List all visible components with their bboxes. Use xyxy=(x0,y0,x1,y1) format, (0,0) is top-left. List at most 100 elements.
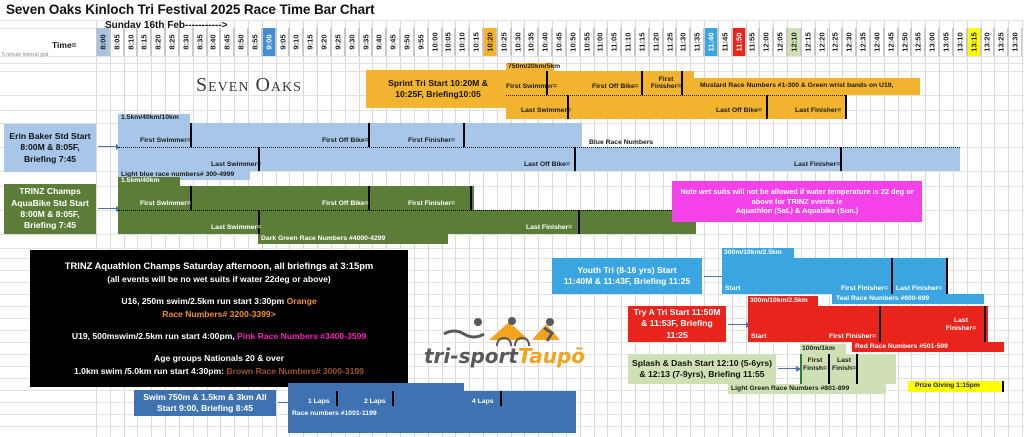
trinz-aquabike-distance-tag xyxy=(118,177,180,186)
time-tick-label: 13:10 xyxy=(955,32,965,52)
prize-giving-marker xyxy=(1002,381,1004,392)
sprint-tri-race-numbers-bar xyxy=(694,78,920,95)
erin-baker-connector xyxy=(98,143,121,150)
swim-race-numbers-text: Race numbers #1001-1199 xyxy=(292,410,377,417)
trinz-aquabike-divider xyxy=(118,210,696,211)
youth-tri-label-text: Youth Tri (8-16 yrs) Start 11:40M & 11:4… xyxy=(563,264,691,286)
sprint-tri-marker-first-swimmer xyxy=(546,71,548,95)
time-tick-11-20: 11:20 xyxy=(648,28,663,56)
date-subtitle: Sunday 16th Feb-----------> xyxy=(105,20,228,31)
time-tick-label: 13:05 xyxy=(941,32,951,52)
swim-marker-2-laps xyxy=(392,391,394,417)
sprint-tri-label-text: Sprint Tri Start 10:20M & 10:25F, Briefi… xyxy=(388,77,488,99)
try-a-tri-label: Try A Tri Start 11:50M & 11:53F, Briefin… xyxy=(628,306,726,342)
sprint-tri-first-finisher-text: First Finisher= xyxy=(650,76,682,91)
aquathlon-line6: Age groups Nationals 20 & over xyxy=(154,352,284,363)
swim-1-laps-text: 1 Laps xyxy=(308,398,330,405)
time-tick-9-35: 9:35 xyxy=(358,28,373,56)
time-tick-10-00: 10:00 xyxy=(427,28,442,56)
grid-interval-note: 5 minute interval grid xyxy=(2,52,49,58)
time-tick-11-05: 11:05 xyxy=(607,28,622,56)
aquathlon-pink-numbers: Pink Race Numbers #3400-3599 xyxy=(237,331,367,342)
sprint-tri-last-swimmer-text: Last Swimmer= xyxy=(521,107,572,114)
splash-dash-distance-tag xyxy=(800,344,846,354)
time-tick-label: 9:25 xyxy=(333,34,343,50)
time-tick-label: 8:05 xyxy=(112,34,122,50)
time-tick-12-40: 12:40 xyxy=(869,28,884,56)
time-tick-label: 12:45 xyxy=(886,32,896,52)
time-tick-9-00: 9:00 xyxy=(261,28,276,56)
wetsuit-note-line2: above for TRINZ events ie xyxy=(751,196,843,206)
youth-tri-distance-tag xyxy=(722,248,794,258)
grid-vline xyxy=(939,20,941,437)
swim-marker-4-laps xyxy=(500,391,502,417)
time-tick-9-50: 9:50 xyxy=(400,28,414,56)
erin-baker-marker-last-off-bike xyxy=(574,147,576,171)
sprint-tri-bar-lower xyxy=(506,95,845,119)
time-tick-label: 12:15 xyxy=(803,32,813,52)
trinz-aquabike-last-swimmer-text: Last Swimmer= xyxy=(211,224,262,231)
time-tick-10-25: 10:25 xyxy=(496,28,511,56)
erin-baker-distance-text: 1.5km/40km/10km xyxy=(121,114,179,121)
sprint-tri-divider xyxy=(506,95,845,96)
aquathlon-line2: (all events will be no wet suits if wate… xyxy=(107,274,331,285)
wetsuit-note-line3: Aquathlon (Sat.) & Aquabike (Sun.) xyxy=(735,206,859,216)
youth-tri-start-text: Start xyxy=(725,285,741,292)
aquathlon-line5: U19, 500mswim/2.5km run start 4:00pm, Pi… xyxy=(72,330,366,343)
time-tick-label: 8:20 xyxy=(153,34,163,50)
trinz-aquabike-label-text: TRINZ Champs AquaBike Std Start 8:00M & … xyxy=(11,186,89,231)
erin-baker-marker-first-swimmer xyxy=(190,123,192,147)
trinz-aquabike-first-off-bike-text: First Off Bike= xyxy=(322,200,369,207)
time-tick-label: 10:00 xyxy=(430,32,440,52)
sprint-tri-bar-upper xyxy=(506,71,694,95)
time-tick-13-25: 13:25 xyxy=(994,28,1009,56)
time-tick-13-20: 13:20 xyxy=(980,28,995,56)
sprint-tri-first-off-bike-text: First Off Bike= xyxy=(592,83,639,90)
sprint-tri-marker-last-swimmer xyxy=(567,95,569,119)
time-tick-12-10: 12:10 xyxy=(787,28,801,56)
time-tick-label: 12:50 xyxy=(900,32,910,52)
time-tick-label: 8:40 xyxy=(208,34,218,50)
splash-dash-marker-last-finish xyxy=(856,354,858,384)
aquathlon-line3: U16, 250m swim/2.5km run start 3:30pm Or… xyxy=(121,295,316,308)
time-tick-label: 11:35 xyxy=(692,32,702,52)
time-tick-12-45: 12:45 xyxy=(883,28,898,56)
splash-dash-last-finish-text: Last Finish= xyxy=(832,357,856,372)
sprint-tri-first-swimmer-text: First Swimmer= xyxy=(506,83,557,90)
try-a-tri-race-numbers-text: Red Race Numbers #501-599 xyxy=(855,343,948,350)
youth-tri-distance-text: 300m/10km/2.5km xyxy=(724,249,782,256)
time-tick-8-10: 8:10 xyxy=(123,28,138,56)
time-tick-10-35: 10:35 xyxy=(524,28,539,56)
try-a-tri-first-finisher-text: First Finisher= xyxy=(829,333,877,340)
time-tick-label: 11:00 xyxy=(595,32,605,52)
aquathlon-line4: Race Numbers# 3200-3399> xyxy=(162,309,276,320)
prize-giving-text: Prize Giving 1:15pm xyxy=(915,382,980,389)
time-tick-9-30: 9:30 xyxy=(344,28,359,56)
splash-dash-first-finish-text: First Finish= xyxy=(803,357,827,372)
splash-dash-label-text: Splash & Dash Start 12:10 (5-6yrs) & 12:… xyxy=(632,357,772,379)
erin-baker-bar-upper xyxy=(118,123,582,147)
time-tick-label: 13:25 xyxy=(996,32,1006,52)
youth-tri-race-numbers-text: Teal Race Numbers #600-699 xyxy=(836,295,930,302)
sprint-tri-marker-last-finisher xyxy=(845,95,847,119)
erin-baker-first-finisher-text: First Finisher= xyxy=(408,137,456,144)
time-tick-8-15: 8:15 xyxy=(137,28,152,56)
try-a-tri-connector xyxy=(728,321,751,328)
triathlon-icons xyxy=(443,317,560,346)
aquathlon-line1: TRINZ Aquathlon Champs Saturday afternoo… xyxy=(64,260,374,272)
time-tick-label: 11:05 xyxy=(609,32,619,52)
erin-baker-last-finisher-text: Last Finisher= xyxy=(794,161,841,168)
time-tick-8-50: 8:50 xyxy=(234,28,249,56)
try-a-tri-marker-last-finisher xyxy=(984,306,986,342)
grid-vline xyxy=(1008,20,1010,437)
wetsuit-note-box xyxy=(672,181,922,222)
time-tick-label: 12:10 xyxy=(789,32,799,52)
erin-baker-blue-numbers-text: Blue Race Numbers xyxy=(589,139,654,146)
time-tick-12-35: 12:35 xyxy=(856,28,870,56)
time-tick-10-15: 10:15 xyxy=(469,28,483,56)
time-tick-9-05: 9:05 xyxy=(275,28,290,56)
try-a-tri-start-text: Start xyxy=(751,333,767,340)
time-tick-label: 12:40 xyxy=(872,32,882,52)
time-tick-label: 10:35 xyxy=(526,32,536,52)
trinz-aquabike-marker-last-swimmer xyxy=(258,210,260,234)
